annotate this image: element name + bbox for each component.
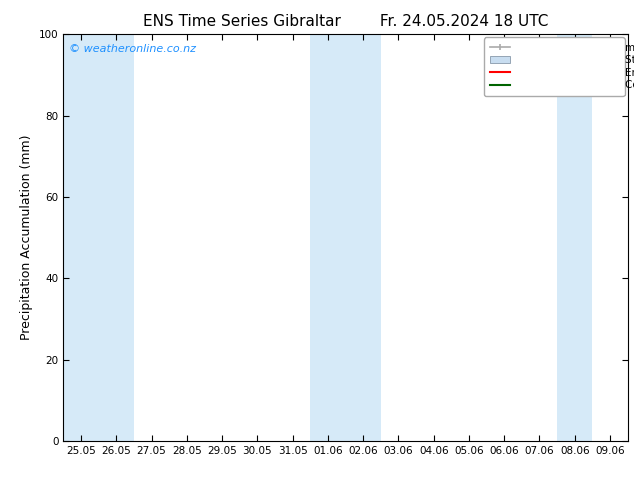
Y-axis label: Precipitation Accumulation (mm): Precipitation Accumulation (mm) (20, 135, 34, 341)
Legend: min/max, Standard deviation, Ensemble mean run, Controll run: min/max, Standard deviation, Ensemble me… (484, 37, 624, 96)
Title: ENS Time Series Gibraltar        Fr. 24.05.2024 18 UTC: ENS Time Series Gibraltar Fr. 24.05.2024… (143, 14, 548, 29)
Text: © weatheronline.co.nz: © weatheronline.co.nz (69, 45, 196, 54)
Bar (310, 34, 381, 441)
Bar (63, 34, 134, 441)
Bar (557, 34, 592, 441)
